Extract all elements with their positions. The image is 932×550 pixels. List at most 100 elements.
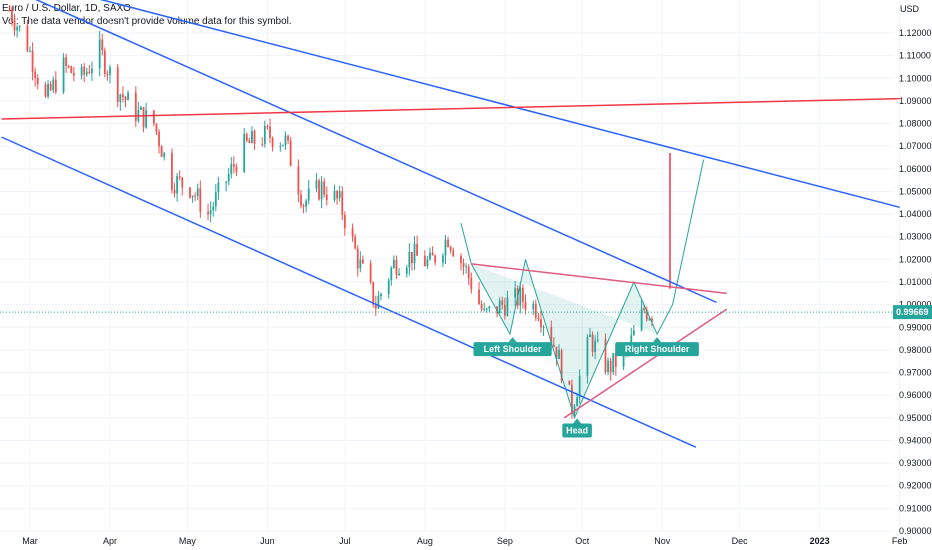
candle-body	[576, 397, 578, 407]
grid	[0, 0, 901, 532]
candle-body	[501, 300, 504, 305]
candle-body	[356, 248, 359, 269]
candle-body	[284, 135, 287, 145]
trendline	[1, 97, 900, 120]
candle-body	[163, 152, 166, 157]
time-axis[interactable]: Mar Apr May Jun Jul Aug Sep Oct Nov Dec 2023 Feb	[22, 536, 907, 546]
candle-body	[171, 152, 173, 190]
candle-body	[134, 92, 137, 121]
candle-body	[359, 259, 362, 269]
candle-body	[632, 330, 635, 336]
trendline	[99, 0, 900, 209]
y-tick-label: 1.10000	[899, 73, 932, 83]
candle-body	[609, 360, 612, 373]
candle-body	[480, 304, 483, 310]
candle-body	[503, 304, 506, 316]
current-price-label: 0.99669	[896, 307, 929, 317]
candle-body	[279, 145, 282, 148]
candle-body	[307, 188, 310, 201]
candle-body	[519, 287, 522, 306]
candle-body	[550, 327, 553, 345]
candle-body	[483, 308, 486, 310]
candle-body	[181, 177, 184, 188]
candle-body	[13, 21, 16, 31]
candle-body	[65, 57, 68, 67]
candle-body	[85, 71, 88, 75]
y-tick-label: 1.07000	[899, 141, 932, 151]
candle-body	[555, 346, 558, 360]
volume-note: Vol: The data vendor doesn't provide vol…	[2, 16, 292, 27]
y-tick-label: 1.11000	[899, 51, 931, 61]
symbol-title: Euro / U.S. Dollar, 1D, SAXO	[2, 3, 131, 14]
trendlines	[1, 0, 900, 448]
candle-body	[462, 263, 465, 267]
candle-body	[643, 308, 646, 310]
y-tick-label: 0.93000	[899, 458, 932, 468]
candle-body	[52, 79, 55, 91]
candle-body	[573, 406, 576, 414]
candle-body	[447, 239, 449, 247]
candle-body	[622, 349, 625, 367]
candle-body	[320, 181, 323, 200]
y-tick-label: 0.91000	[899, 503, 932, 513]
candle-body	[227, 173, 230, 182]
candle-body	[269, 126, 271, 138]
candle-body	[225, 181, 228, 183]
candle-body	[380, 293, 382, 296]
pattern-label: Left Shoulder	[484, 344, 542, 354]
candle-body	[429, 252, 431, 260]
candle-body	[91, 68, 93, 74]
candle-body	[127, 92, 129, 101]
candle-body	[413, 243, 416, 264]
y-tick-label: 1.00000	[899, 300, 932, 310]
candle-body	[640, 308, 643, 331]
candle-body	[235, 166, 238, 172]
y-tick-label: 1.09000	[899, 96, 932, 106]
current-price-badge: 0.99669	[893, 305, 932, 320]
candle-body	[11, 10, 13, 22]
candle-body	[343, 214, 346, 229]
x-tick-label: Mar	[22, 536, 38, 546]
candle-body	[287, 135, 289, 141]
x-tick-label: Apr	[103, 536, 117, 546]
candle-body	[109, 67, 111, 75]
candle-body	[243, 133, 246, 172]
candle-body	[416, 243, 418, 256]
candle-body	[333, 191, 336, 200]
candle-body	[395, 259, 398, 276]
candle-body	[266, 125, 269, 127]
candle-body	[160, 146, 163, 157]
candle-body	[390, 267, 393, 281]
candle-body	[351, 228, 354, 238]
candle-body	[630, 335, 633, 347]
price-axis[interactable]: USD 0.90000 0.91000 0.92000 0.93000 0.94000 0…	[899, 4, 932, 536]
trendline	[563, 308, 728, 419]
candle-body	[411, 251, 413, 264]
candle-body	[460, 256, 462, 264]
x-tick-label: May	[179, 536, 197, 546]
candle-body	[263, 125, 266, 145]
candle-body	[106, 73, 109, 75]
x-tick-label: Jul	[339, 536, 351, 546]
candle-body	[282, 144, 284, 146]
candle-body	[540, 319, 542, 328]
candle-body	[305, 200, 308, 207]
trendline	[35, 0, 717, 304]
candle-body	[612, 352, 615, 373]
candle-body	[405, 267, 408, 274]
candle-body	[80, 66, 83, 76]
candle-body	[36, 78, 39, 85]
pattern-fill	[471, 259, 658, 418]
candle-body	[374, 304, 377, 309]
candle-body	[217, 182, 220, 193]
x-tick-label: Feb	[892, 536, 908, 546]
candle-body	[560, 350, 563, 381]
candle-body	[31, 50, 34, 72]
candle-body	[189, 187, 191, 198]
candle-body	[488, 306, 491, 309]
candle-body	[532, 303, 535, 310]
y-tick-label: 1.05000	[899, 186, 932, 196]
candle-body	[212, 206, 215, 211]
candle-body	[26, 25, 29, 51]
